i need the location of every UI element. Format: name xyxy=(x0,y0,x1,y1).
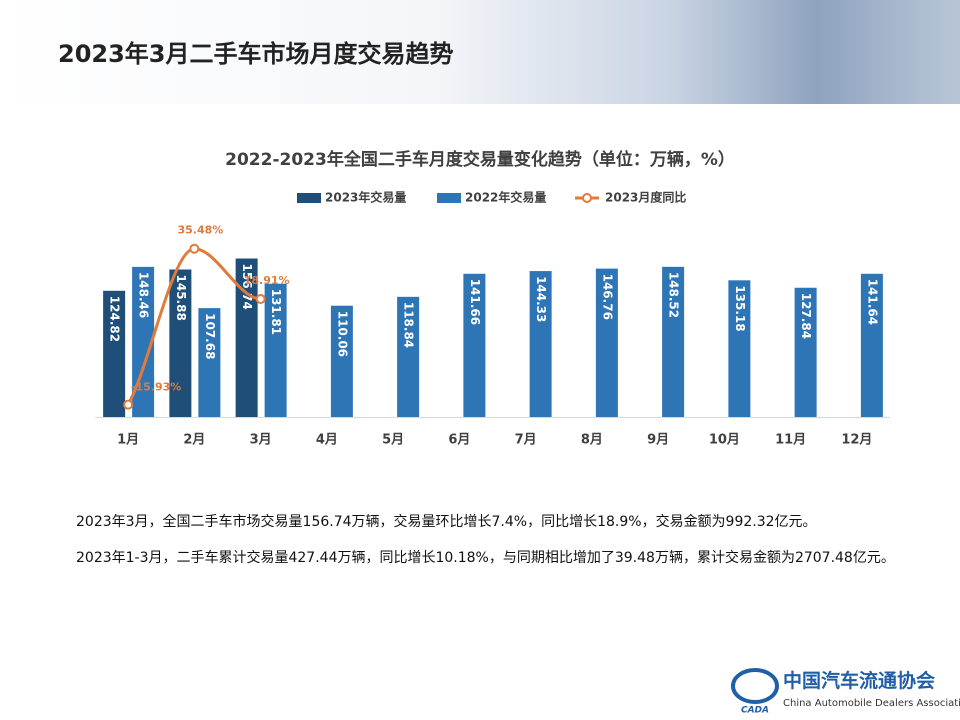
bar xyxy=(397,296,420,417)
x-tick-label: 1月 xyxy=(117,433,139,448)
bar xyxy=(330,305,353,417)
x-tick-label: 6月 xyxy=(448,433,470,448)
logo-english: China Automobile Dealers Association xyxy=(783,698,960,709)
banner xyxy=(0,0,960,104)
legend-swatch xyxy=(582,193,592,203)
bar-label: 145.88 xyxy=(174,274,188,320)
bar-label: 118.84 xyxy=(402,302,416,348)
slide-title: 2023年3月二手车市场月度交易趋势 xyxy=(58,40,454,68)
bar xyxy=(103,290,126,417)
x-tick-label: 10月 xyxy=(709,433,740,448)
bar-label: 135.18 xyxy=(733,285,747,331)
bar xyxy=(662,266,685,417)
bar-label: 144.33 xyxy=(534,276,548,322)
x-tick-label: 4月 xyxy=(316,433,338,448)
bar xyxy=(169,269,192,417)
bar xyxy=(860,273,883,417)
legend-label: 2023年交易量 xyxy=(325,190,406,205)
x-tick-label: 8月 xyxy=(581,433,603,448)
bar xyxy=(529,271,552,417)
legend-swatch xyxy=(297,193,321,203)
logo-name: 中国汽车流通协会 xyxy=(783,669,935,692)
bar-label: 156.74 xyxy=(240,264,254,310)
bar-label: 127.84 xyxy=(799,293,813,339)
line xyxy=(126,247,261,406)
bar-label: 141.66 xyxy=(468,279,482,325)
x-tick-label: 11月 xyxy=(775,433,806,448)
bar-label: 148.52 xyxy=(667,272,681,318)
bar-label: 131.81 xyxy=(269,289,283,335)
bar xyxy=(794,287,817,417)
x-tick-label: 12月 xyxy=(841,433,872,448)
bar-label: 148.46 xyxy=(137,272,151,318)
bar xyxy=(264,283,287,417)
bar-label: 124.82 xyxy=(108,296,122,342)
bar xyxy=(463,273,486,417)
x-tick-label: 3月 xyxy=(250,433,272,448)
line-label: -15.93% xyxy=(131,381,181,394)
legend-label: 2022年交易量 xyxy=(465,190,546,205)
paragraph: 2023年3月，全国二手车市场交易量156.74万辆，交易量环比增长7.4%，同… xyxy=(76,514,817,530)
x-tick-label: 5月 xyxy=(382,433,404,448)
bar-label: 107.68 xyxy=(203,313,217,359)
legend-swatch xyxy=(437,193,461,203)
line-point xyxy=(123,399,134,410)
bar-label: 141.64 xyxy=(865,279,879,325)
bar xyxy=(595,268,618,417)
bar-label: 146.76 xyxy=(600,274,614,320)
line-point xyxy=(255,293,266,304)
chart-title: 2022-2023年全国二手车月度交易量变化趋势（单位：万辆，%） xyxy=(225,149,735,170)
bar-label: 110.06 xyxy=(335,311,349,357)
logo-abbr: CADA xyxy=(741,706,769,716)
line-point xyxy=(189,243,200,254)
logo-mark xyxy=(731,668,779,704)
bar xyxy=(198,308,221,417)
x-tick-label: 9月 xyxy=(647,433,669,448)
bar xyxy=(728,280,751,417)
x-tick-label: 2月 xyxy=(183,433,205,448)
body-text: 2023年3月，全国二手车市场交易量156.74万辆，交易量环比增长7.4%，同… xyxy=(76,504,906,576)
line-label: 35.48% xyxy=(177,224,223,237)
x-tick-label: 7月 xyxy=(515,433,537,448)
logo: CADA 中国汽车流通协会 China Automobile Dealers A… xyxy=(731,668,960,716)
paragraph: 2023年1-3月，二手车累计交易量427.44万辆，同比增长10.18%，与同… xyxy=(76,550,895,566)
line-label: 18.91% xyxy=(244,274,290,287)
legend-label: 2023月度同比 xyxy=(605,190,686,205)
